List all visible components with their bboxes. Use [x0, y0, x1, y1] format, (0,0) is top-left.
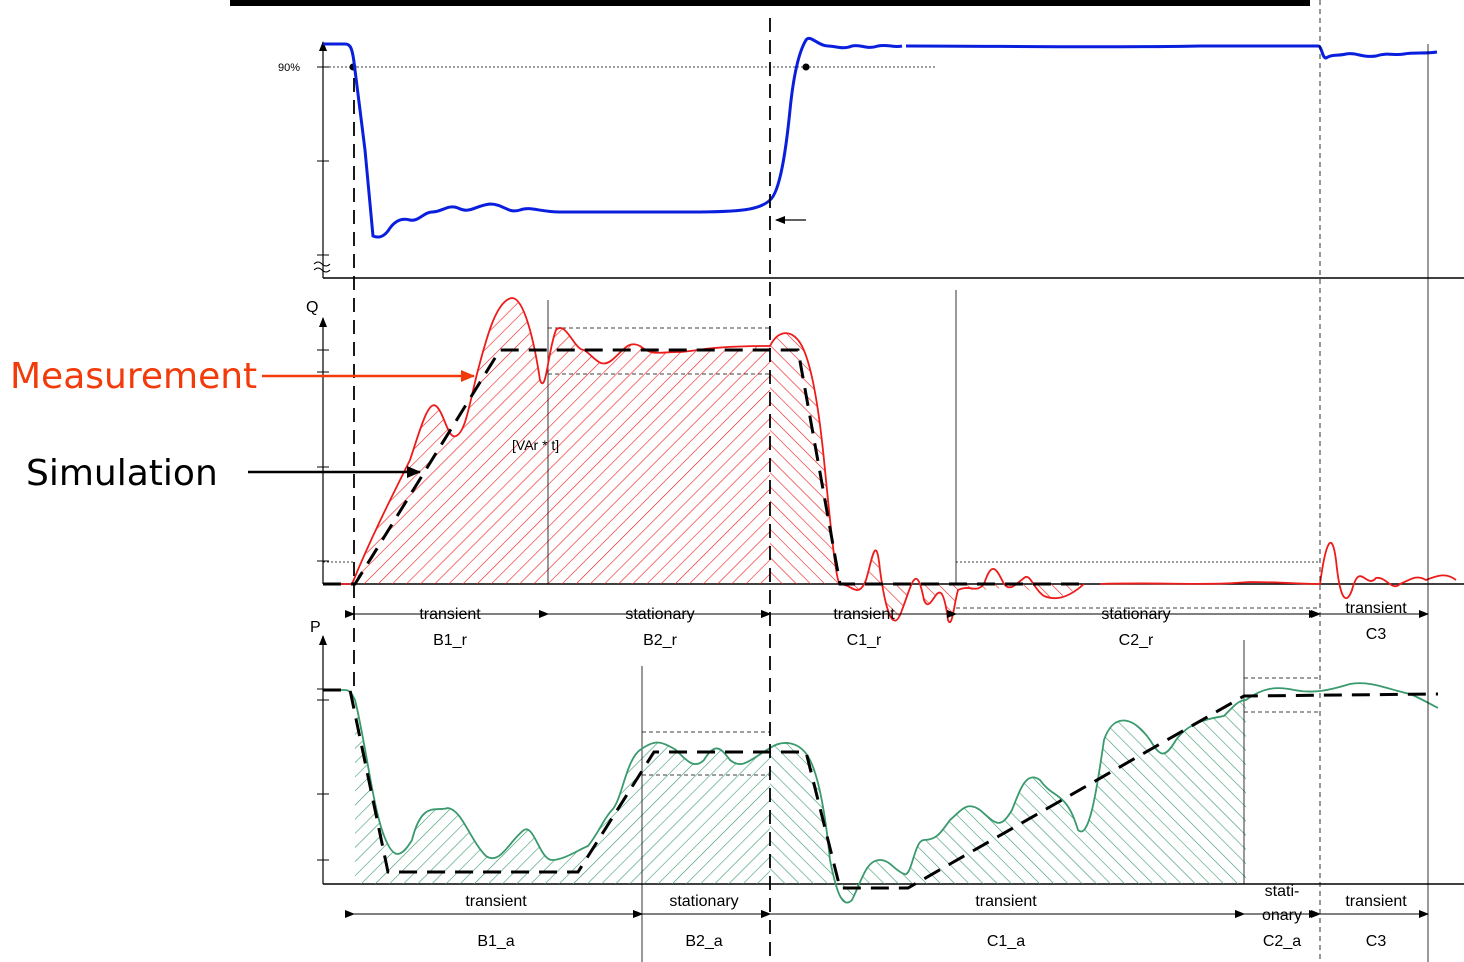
- segment-label-bottom: C3: [1366, 933, 1387, 950]
- segment-label-top: stati-: [1265, 883, 1300, 900]
- segment-label-bottom: B1_a: [477, 933, 514, 950]
- q-simulation-curve: [323, 348, 1084, 586]
- segment-label-top: transient: [1345, 893, 1407, 910]
- header-title-partial: [230, 0, 1310, 6]
- p-simulation-curve: [323, 688, 1439, 890]
- segment-label-bottom: C1_r: [847, 632, 882, 649]
- simulation-legend-label: Simulation: [26, 453, 218, 494]
- segment-label-top: transient: [833, 606, 895, 623]
- threshold-crossing-dot: [802, 63, 810, 71]
- segment-label-top: transient: [419, 606, 481, 623]
- reactive-power-panel: Q [VAr * t]: [306, 290, 1464, 624]
- q-area-label: [VAr * t]: [512, 437, 559, 453]
- active-power-panel: P: [310, 619, 1464, 962]
- voltage-curve: [905, 44, 1438, 60]
- segment-label-bottom: B1_r: [433, 632, 467, 649]
- segment-label-top: transient: [465, 893, 527, 910]
- segment-label-top: transient: [975, 893, 1037, 910]
- segment-label-top: stationary: [1101, 606, 1170, 623]
- axis-break-icon: [313, 261, 331, 273]
- p-area-hatch: [770, 700, 1246, 903]
- p-area-hatch: [355, 700, 770, 884]
- segment-label-bottom: C2_r: [1119, 632, 1154, 649]
- q-area-hatch: [355, 298, 770, 584]
- q-axis-label: Q: [306, 299, 318, 316]
- q-measurement-curve: [323, 297, 1085, 624]
- segment-label-bottom: B2_r: [643, 632, 677, 649]
- voltage-curve: [323, 36, 903, 239]
- q-oscillation-hatch: [840, 550, 1082, 623]
- p-axis-label: P: [310, 619, 321, 636]
- p-measurement-curve: [323, 682, 1439, 904]
- segment-label-top: stationary: [669, 893, 738, 910]
- segment-label-top: stationary: [625, 606, 694, 623]
- segment-label-bottom: B2_a: [685, 933, 722, 950]
- voltage-panel: 90%: [278, 36, 1464, 279]
- segment-label-middle: onary: [1262, 907, 1302, 924]
- segment-label-bottom: C3: [1366, 626, 1387, 643]
- threshold-90-label: 90%: [278, 62, 300, 74]
- q-measurement-curve: [1099, 541, 1457, 600]
- segment-label-top: transient: [1345, 600, 1407, 617]
- segment-label-bottom: C1_a: [987, 933, 1025, 950]
- q-area-hatch: [770, 333, 840, 584]
- segment-label-bottom: C2_a: [1263, 933, 1301, 950]
- measurement-legend-label: Measurement: [10, 356, 257, 397]
